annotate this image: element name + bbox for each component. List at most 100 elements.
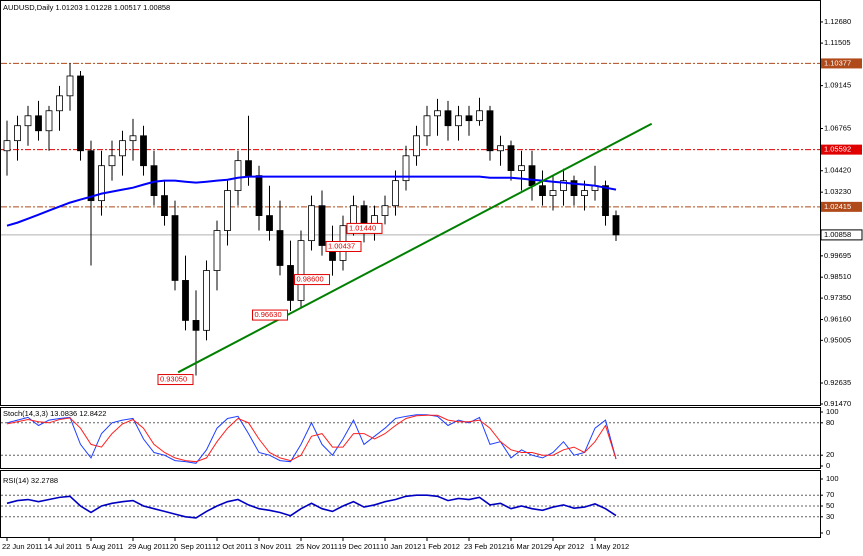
candle-body bbox=[539, 185, 546, 196]
x-tick-label: 1 May 2012 bbox=[590, 542, 629, 551]
candle-body bbox=[581, 190, 588, 196]
candle-body bbox=[308, 205, 315, 242]
candle-body bbox=[423, 115, 431, 137]
x-tick-label: 9 Apr 2012 bbox=[548, 542, 584, 551]
x-tick-label: 22 Jun 2011 bbox=[2, 542, 43, 551]
x-tick-label: 10 Jan 2012 bbox=[380, 542, 421, 551]
y-tick-label: 0.92635 bbox=[824, 378, 851, 387]
candle-body bbox=[129, 135, 137, 142]
x-tick-label: 3 Nov 2011 bbox=[254, 542, 292, 551]
price-annotation-box bbox=[294, 274, 330, 286]
candle-body bbox=[224, 190, 231, 231]
candle-body bbox=[108, 155, 116, 167]
stoch-pane bbox=[0, 407, 821, 469]
x-tick-label: 19 Dec 2011 bbox=[338, 542, 380, 551]
candle-body bbox=[612, 215, 620, 236]
candle-body bbox=[602, 185, 609, 216]
chart-title: AUDUSD,Daily 1.01203 1.01228 1.00517 1.0… bbox=[3, 3, 170, 12]
candle-body bbox=[213, 230, 221, 271]
level-label: 1.05592 bbox=[824, 145, 851, 154]
y-tick-label: 0.97350 bbox=[824, 293, 851, 302]
candle-body bbox=[392, 180, 399, 207]
candle-body bbox=[287, 265, 294, 301]
y-tick-label: 1.03230 bbox=[824, 187, 851, 196]
candle-body bbox=[66, 75, 74, 97]
candle-body bbox=[518, 165, 525, 171]
candle-body bbox=[35, 115, 42, 132]
candle-body bbox=[171, 215, 179, 281]
price-annotation: 0.93050 bbox=[160, 375, 187, 384]
x-tick-label: 5 Aug 2011 bbox=[86, 542, 123, 551]
moving-average bbox=[6, 175, 617, 227]
candle-body bbox=[476, 110, 483, 122]
level-label: 1.02415 bbox=[824, 202, 851, 211]
candle-body bbox=[87, 150, 95, 202]
candle-body bbox=[413, 135, 420, 157]
candle-body bbox=[182, 280, 189, 321]
x-tick-label: 1 Feb 2012 bbox=[422, 542, 460, 551]
indicator-title: RSI(14) 32.2788 bbox=[3, 476, 58, 485]
candle-body bbox=[245, 160, 252, 177]
candle-body bbox=[266, 215, 273, 231]
current-price-label: 1.00858 bbox=[824, 230, 851, 239]
price-annotation: 0.96630 bbox=[255, 310, 282, 319]
level-label-box bbox=[821, 201, 862, 212]
indicator-line bbox=[6, 414, 617, 463]
y-tick-label: 0 bbox=[826, 528, 830, 537]
candle-body bbox=[318, 205, 326, 246]
candle-body bbox=[98, 165, 105, 202]
candle-body bbox=[560, 180, 567, 191]
y-tick-label: 0.96160 bbox=[824, 315, 851, 324]
price-annotation: 1.01440 bbox=[349, 223, 376, 232]
price-annotation-box bbox=[252, 309, 288, 321]
y-tick-label: 0 bbox=[826, 461, 830, 470]
candle-body bbox=[528, 165, 536, 187]
y-tick-label: 1.06765 bbox=[824, 123, 851, 132]
price-annotation: 0.98600 bbox=[297, 275, 324, 284]
price-annotation-box bbox=[325, 240, 362, 252]
y-tick-label: 0.99695 bbox=[824, 251, 851, 260]
candle-body bbox=[507, 145, 515, 171]
candle-body bbox=[497, 145, 504, 152]
y-tick-label: 80 bbox=[826, 418, 834, 427]
price-annotation: 1.00437 bbox=[328, 241, 355, 250]
level-label-box bbox=[821, 144, 862, 155]
indicator-line bbox=[6, 494, 617, 519]
candle-body bbox=[119, 140, 126, 157]
candle-body bbox=[24, 115, 32, 127]
y-tick-label: 100 bbox=[826, 474, 839, 483]
rsi-pane bbox=[0, 470, 821, 538]
candle-body bbox=[381, 205, 389, 216]
candle-body bbox=[192, 320, 200, 331]
price-annotation-box bbox=[157, 374, 194, 386]
y-tick-label: 50 bbox=[826, 501, 834, 510]
current-price-box bbox=[820, 229, 863, 241]
candle-body bbox=[465, 115, 473, 122]
candle-body bbox=[255, 175, 263, 216]
x-tick-label: 20 Sep 2011 bbox=[170, 542, 212, 551]
candle-body bbox=[402, 155, 410, 182]
level-label: 1.10377 bbox=[824, 58, 851, 67]
indicator-line bbox=[6, 414, 617, 464]
x-tick-label: 16 Mar 2012 bbox=[506, 542, 548, 551]
level-label-box bbox=[821, 58, 862, 69]
candle-body bbox=[161, 195, 168, 216]
y-tick-label: 30 bbox=[826, 512, 834, 521]
candle-body bbox=[56, 95, 63, 112]
x-tick-label: 29 Aug 2011 bbox=[128, 542, 170, 551]
candle-body bbox=[486, 110, 494, 152]
y-tick-label: 0.91470 bbox=[824, 399, 851, 408]
x-tick-label: 23 Feb 2012 bbox=[464, 542, 506, 551]
x-tick-label: 25 Nov 2011 bbox=[296, 542, 338, 551]
y-tick-label: 1.09145 bbox=[824, 81, 851, 90]
candle-body bbox=[276, 230, 284, 266]
candle-body bbox=[14, 125, 21, 142]
candle-body bbox=[203, 270, 210, 331]
y-tick-label: 70 bbox=[826, 490, 834, 499]
y-tick-label: 100 bbox=[826, 407, 839, 416]
candle-body bbox=[234, 160, 242, 191]
candle-body bbox=[3, 140, 11, 152]
x-tick-label: 14 Jul 2011 bbox=[44, 542, 82, 551]
x-tick-label: 12 Oct 2011 bbox=[212, 542, 252, 551]
